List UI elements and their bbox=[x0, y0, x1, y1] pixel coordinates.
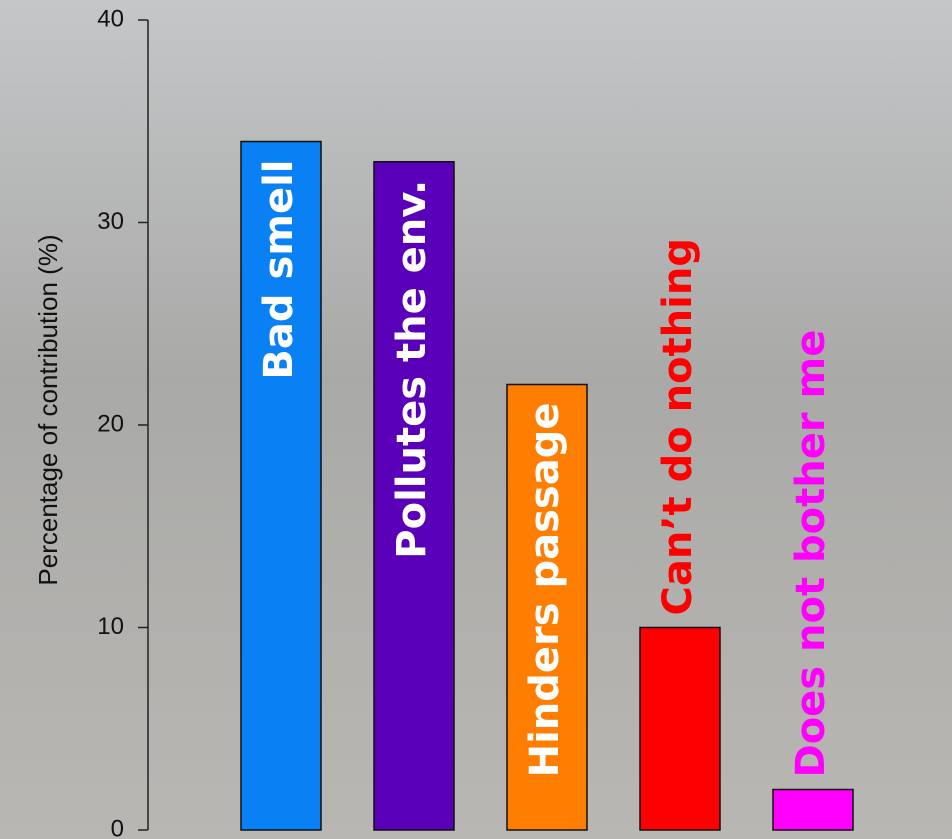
y-tick-label: 10 bbox=[97, 613, 124, 640]
bar-label: Hinders passage bbox=[522, 403, 568, 778]
y-tick-label: 20 bbox=[97, 410, 124, 437]
y-tick-label: 30 bbox=[97, 208, 124, 235]
y-tick-label: 0 bbox=[111, 815, 124, 839]
bar bbox=[506, 383, 588, 831]
bar-label: Can’t do nothing bbox=[655, 238, 701, 615]
bar-label: Bad smell bbox=[256, 160, 302, 380]
y-tick-label: 40 bbox=[97, 5, 124, 32]
bar bbox=[373, 161, 455, 831]
bar bbox=[240, 140, 322, 831]
bar bbox=[639, 626, 721, 831]
bar-label: Pollutes the env. bbox=[389, 180, 435, 559]
bar bbox=[772, 788, 854, 831]
y-axis-label: Percentage of contribution (%) bbox=[33, 234, 63, 585]
bar-label: Does not bother me bbox=[788, 330, 834, 778]
